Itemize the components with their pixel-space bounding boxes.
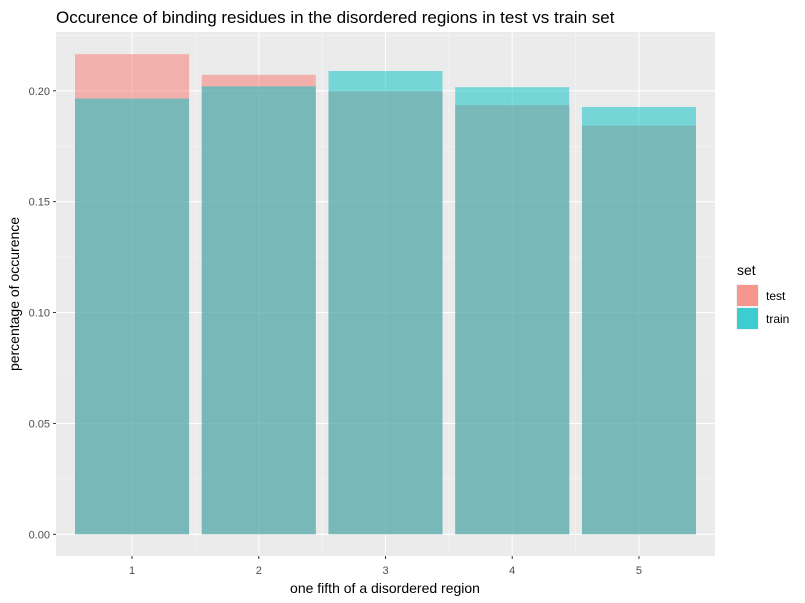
bar-train-3: [328, 71, 443, 535]
y-axis-title: percentage of occurence: [6, 217, 22, 371]
x-axis: 1 2 3 4 5: [129, 556, 642, 577]
x-tick-label: 5: [636, 565, 642, 577]
bar-train-5: [581, 106, 696, 535]
x-tick-label: 1: [129, 565, 135, 577]
chart-title: Occurence of binding residues in the dis…: [56, 8, 615, 27]
x-tick-label: 3: [382, 565, 388, 577]
x-tick-label: 4: [509, 565, 515, 577]
y-axis: 0.00 0.05 0.10 0.15 0.20: [29, 86, 56, 541]
y-tick-label: 0.15: [29, 197, 50, 209]
x-tick-label: 2: [256, 565, 262, 577]
legend: set test train: [736, 262, 789, 330]
legend-key-test: [737, 285, 758, 306]
legend-label-train: train: [766, 312, 789, 326]
y-tick-label: 0.10: [29, 308, 50, 320]
bar-train-1: [75, 98, 190, 535]
y-tick-label: 0.00: [29, 529, 50, 541]
legend-title: set: [737, 262, 756, 278]
legend-key-train: [737, 308, 758, 329]
x-axis-title: one fifth of a disordered region: [290, 580, 480, 596]
bars-group: [75, 54, 696, 535]
bar-train-4: [455, 87, 570, 535]
bar-train-2: [201, 86, 316, 535]
y-tick-label: 0.05: [29, 418, 50, 430]
legend-label-test: test: [766, 289, 786, 303]
y-tick-label: 0.20: [29, 86, 50, 98]
